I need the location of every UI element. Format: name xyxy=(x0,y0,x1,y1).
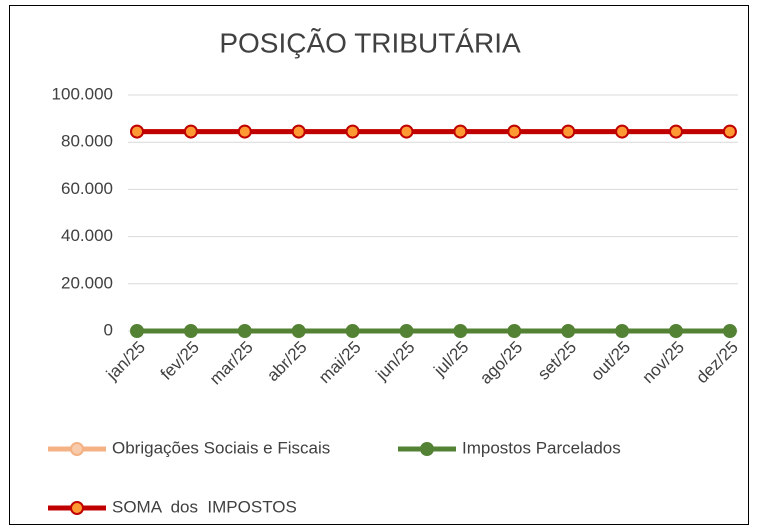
y-tick-label: 20.000 xyxy=(61,273,113,292)
series-marker xyxy=(453,324,468,338)
series-marker xyxy=(345,324,360,338)
legend-label: Impostos Parcelados xyxy=(462,438,621,457)
y-tick-label: 100.000 xyxy=(52,84,113,103)
y-tick-label: 0 xyxy=(104,320,113,339)
y-tick-label: 60.000 xyxy=(61,179,113,198)
series-marker xyxy=(722,124,737,139)
y-tick-label: 80.000 xyxy=(61,132,113,151)
chart-title: POSIÇÃO TRIBUTÁRIA xyxy=(219,27,521,58)
series-marker xyxy=(507,324,522,338)
chart-border xyxy=(9,5,749,525)
series-marker xyxy=(345,124,360,139)
series-marker xyxy=(291,324,306,338)
legend-marker xyxy=(70,501,84,515)
series-marker xyxy=(615,324,630,338)
series-marker xyxy=(237,324,252,338)
series-marker xyxy=(722,324,737,338)
y-tick-label: 40.000 xyxy=(61,226,113,245)
series-marker xyxy=(669,124,683,139)
series-marker xyxy=(183,324,198,338)
legend-marker xyxy=(420,442,434,456)
series-marker xyxy=(130,324,144,338)
series-marker xyxy=(453,124,468,139)
series-marker xyxy=(561,124,576,139)
series-marker xyxy=(669,324,683,338)
series-marker xyxy=(183,124,198,139)
series-marker xyxy=(237,124,252,139)
series-marker xyxy=(507,124,522,139)
series-marker xyxy=(399,124,414,139)
legend-label: SOMA dos IMPOSTOS xyxy=(112,497,297,516)
series-marker xyxy=(130,124,144,139)
series-marker xyxy=(291,124,306,139)
legend-label: Obrigações Sociais e Fiscais xyxy=(112,438,330,457)
series-marker xyxy=(615,124,630,139)
series-marker xyxy=(399,324,414,338)
series-marker xyxy=(561,324,576,338)
legend-marker xyxy=(70,442,84,456)
